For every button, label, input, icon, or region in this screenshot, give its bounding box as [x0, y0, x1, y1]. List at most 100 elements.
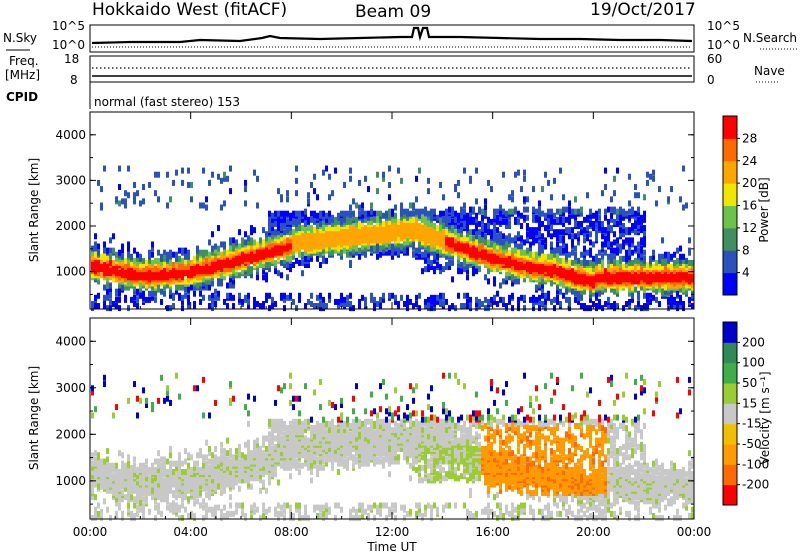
- power-echo-cell: [487, 229, 490, 236]
- power-echo-cell: [118, 184, 121, 191]
- power-echo-cell: [337, 229, 340, 236]
- power-echo-cell: [376, 216, 379, 223]
- power-echo-cell: [319, 261, 322, 268]
- power-echo-cell: [568, 214, 571, 221]
- power-echo-cell: [349, 292, 352, 299]
- power-echo-cell: [445, 208, 448, 215]
- power-echo-cell: [535, 227, 538, 234]
- power-echo-cell: [118, 286, 121, 293]
- power-echo-cell: [631, 249, 634, 256]
- power-echo-cell: [610, 206, 613, 213]
- power-echo-cell: [388, 225, 391, 232]
- power-echo-cell: [592, 261, 595, 268]
- velocity-echo-cell: [175, 502, 178, 509]
- power-echo-cell: [406, 298, 409, 305]
- velocity-echo-cell: [151, 494, 154, 501]
- velocity-echo-cell: [250, 483, 253, 490]
- velocity-echo-cell: [166, 469, 169, 476]
- power-echo-cell: [421, 223, 424, 230]
- power-echo-cell: [532, 206, 535, 213]
- power-echo-cell: [400, 177, 403, 184]
- velocity-echo-cell: [190, 489, 193, 496]
- power-echo-cell: [571, 237, 574, 244]
- power-echo-cell: [478, 206, 481, 213]
- power-echo-cell: [313, 227, 316, 234]
- power-echo-cell: [520, 212, 523, 219]
- power-echo-cell: [430, 298, 433, 305]
- power-echo-cell: [649, 255, 652, 262]
- velocity-echo-cell: [160, 456, 163, 463]
- velocity-echo-cell: [103, 374, 106, 381]
- power-echo-cell: [187, 261, 190, 268]
- power-echo-cell: [373, 216, 376, 223]
- power-echo-cell: [175, 268, 178, 275]
- power-echo-cell: [547, 223, 550, 230]
- power-echo-cell: [166, 282, 169, 289]
- power-echo-cell: [625, 300, 628, 307]
- power-echo-cell: [286, 255, 289, 262]
- power-echo-cell: [226, 175, 229, 182]
- power-echo-cell: [244, 186, 247, 193]
- power-echo-cell: [364, 296, 367, 303]
- velocity-echo-cell: [199, 489, 202, 496]
- velocity-echo-cell: [169, 466, 172, 473]
- power-echo-cell: [475, 237, 478, 244]
- power-echo-cell: [634, 220, 637, 227]
- velocity-echo-cell: [172, 489, 175, 496]
- power-echo-cell: [175, 288, 178, 295]
- power-data-layer: [91, 165, 694, 312]
- power-echo-cell: [106, 292, 109, 299]
- power-echo-cell: [322, 247, 325, 254]
- power-echo-cell: [316, 212, 319, 219]
- power-echo-cell: [286, 190, 289, 197]
- power-echo-cell: [583, 231, 586, 238]
- power-echo-cell: [679, 282, 682, 289]
- velocity-echo-cell: [178, 504, 181, 511]
- velocity-echo-cell: [196, 385, 199, 392]
- velocity-echo-cell: [196, 487, 199, 494]
- power-echo-cell: [472, 266, 475, 273]
- power-echo-cell: [559, 229, 562, 236]
- power-echo-cell: [505, 274, 508, 281]
- power-echo-cell: [493, 235, 496, 242]
- power-echo-cell: [523, 169, 526, 176]
- power-echo-cell: [343, 210, 346, 217]
- power-echo-cell: [508, 233, 511, 240]
- power-echo-cell: [661, 290, 664, 297]
- power-echo-cell: [373, 210, 376, 217]
- power-colorbar-cell: [723, 250, 737, 274]
- power-echo-cell: [217, 225, 220, 232]
- velocity-echo-cell: [211, 452, 214, 459]
- velocity-echo-cell: [232, 479, 235, 486]
- mode-text: normal (fast stereo) 153: [94, 95, 240, 109]
- power-echo-cell: [349, 204, 352, 211]
- power-echo-cell: [442, 220, 445, 227]
- power-echo-cell: [232, 294, 235, 301]
- power-echo-cell: [376, 210, 379, 217]
- power-echo-cell: [637, 223, 640, 230]
- power-echo-cell: [286, 210, 289, 217]
- power-echo-cell: [445, 253, 448, 260]
- power-echo-cell: [328, 210, 331, 217]
- velocity-echo-cell: [196, 466, 199, 473]
- power-echo-cell: [226, 249, 229, 256]
- velocity-echo-cell: [205, 439, 208, 446]
- power-echo-cell: [367, 214, 370, 221]
- power-echo-cell: [370, 208, 373, 215]
- power-echo-cell: [532, 294, 535, 301]
- power-echo-cell: [136, 288, 139, 295]
- power-echo-cell: [616, 259, 619, 266]
- power-echo-cell: [562, 282, 565, 289]
- power-echo-cell: [208, 303, 211, 310]
- power-echo-cell: [559, 288, 562, 295]
- power-echo-cell: [433, 298, 436, 305]
- power-echo-cell: [583, 255, 586, 262]
- power-echo-cell: [541, 278, 544, 285]
- power-echo-cell: [268, 305, 271, 312]
- power-echo-cell: [112, 247, 115, 254]
- power-echo-cell: [358, 179, 361, 186]
- velocity-echo-cell: [178, 466, 181, 473]
- power-echo-cell: [154, 257, 157, 264]
- power-echo-cell: [646, 171, 649, 178]
- velocity-echo-cell: [175, 464, 178, 471]
